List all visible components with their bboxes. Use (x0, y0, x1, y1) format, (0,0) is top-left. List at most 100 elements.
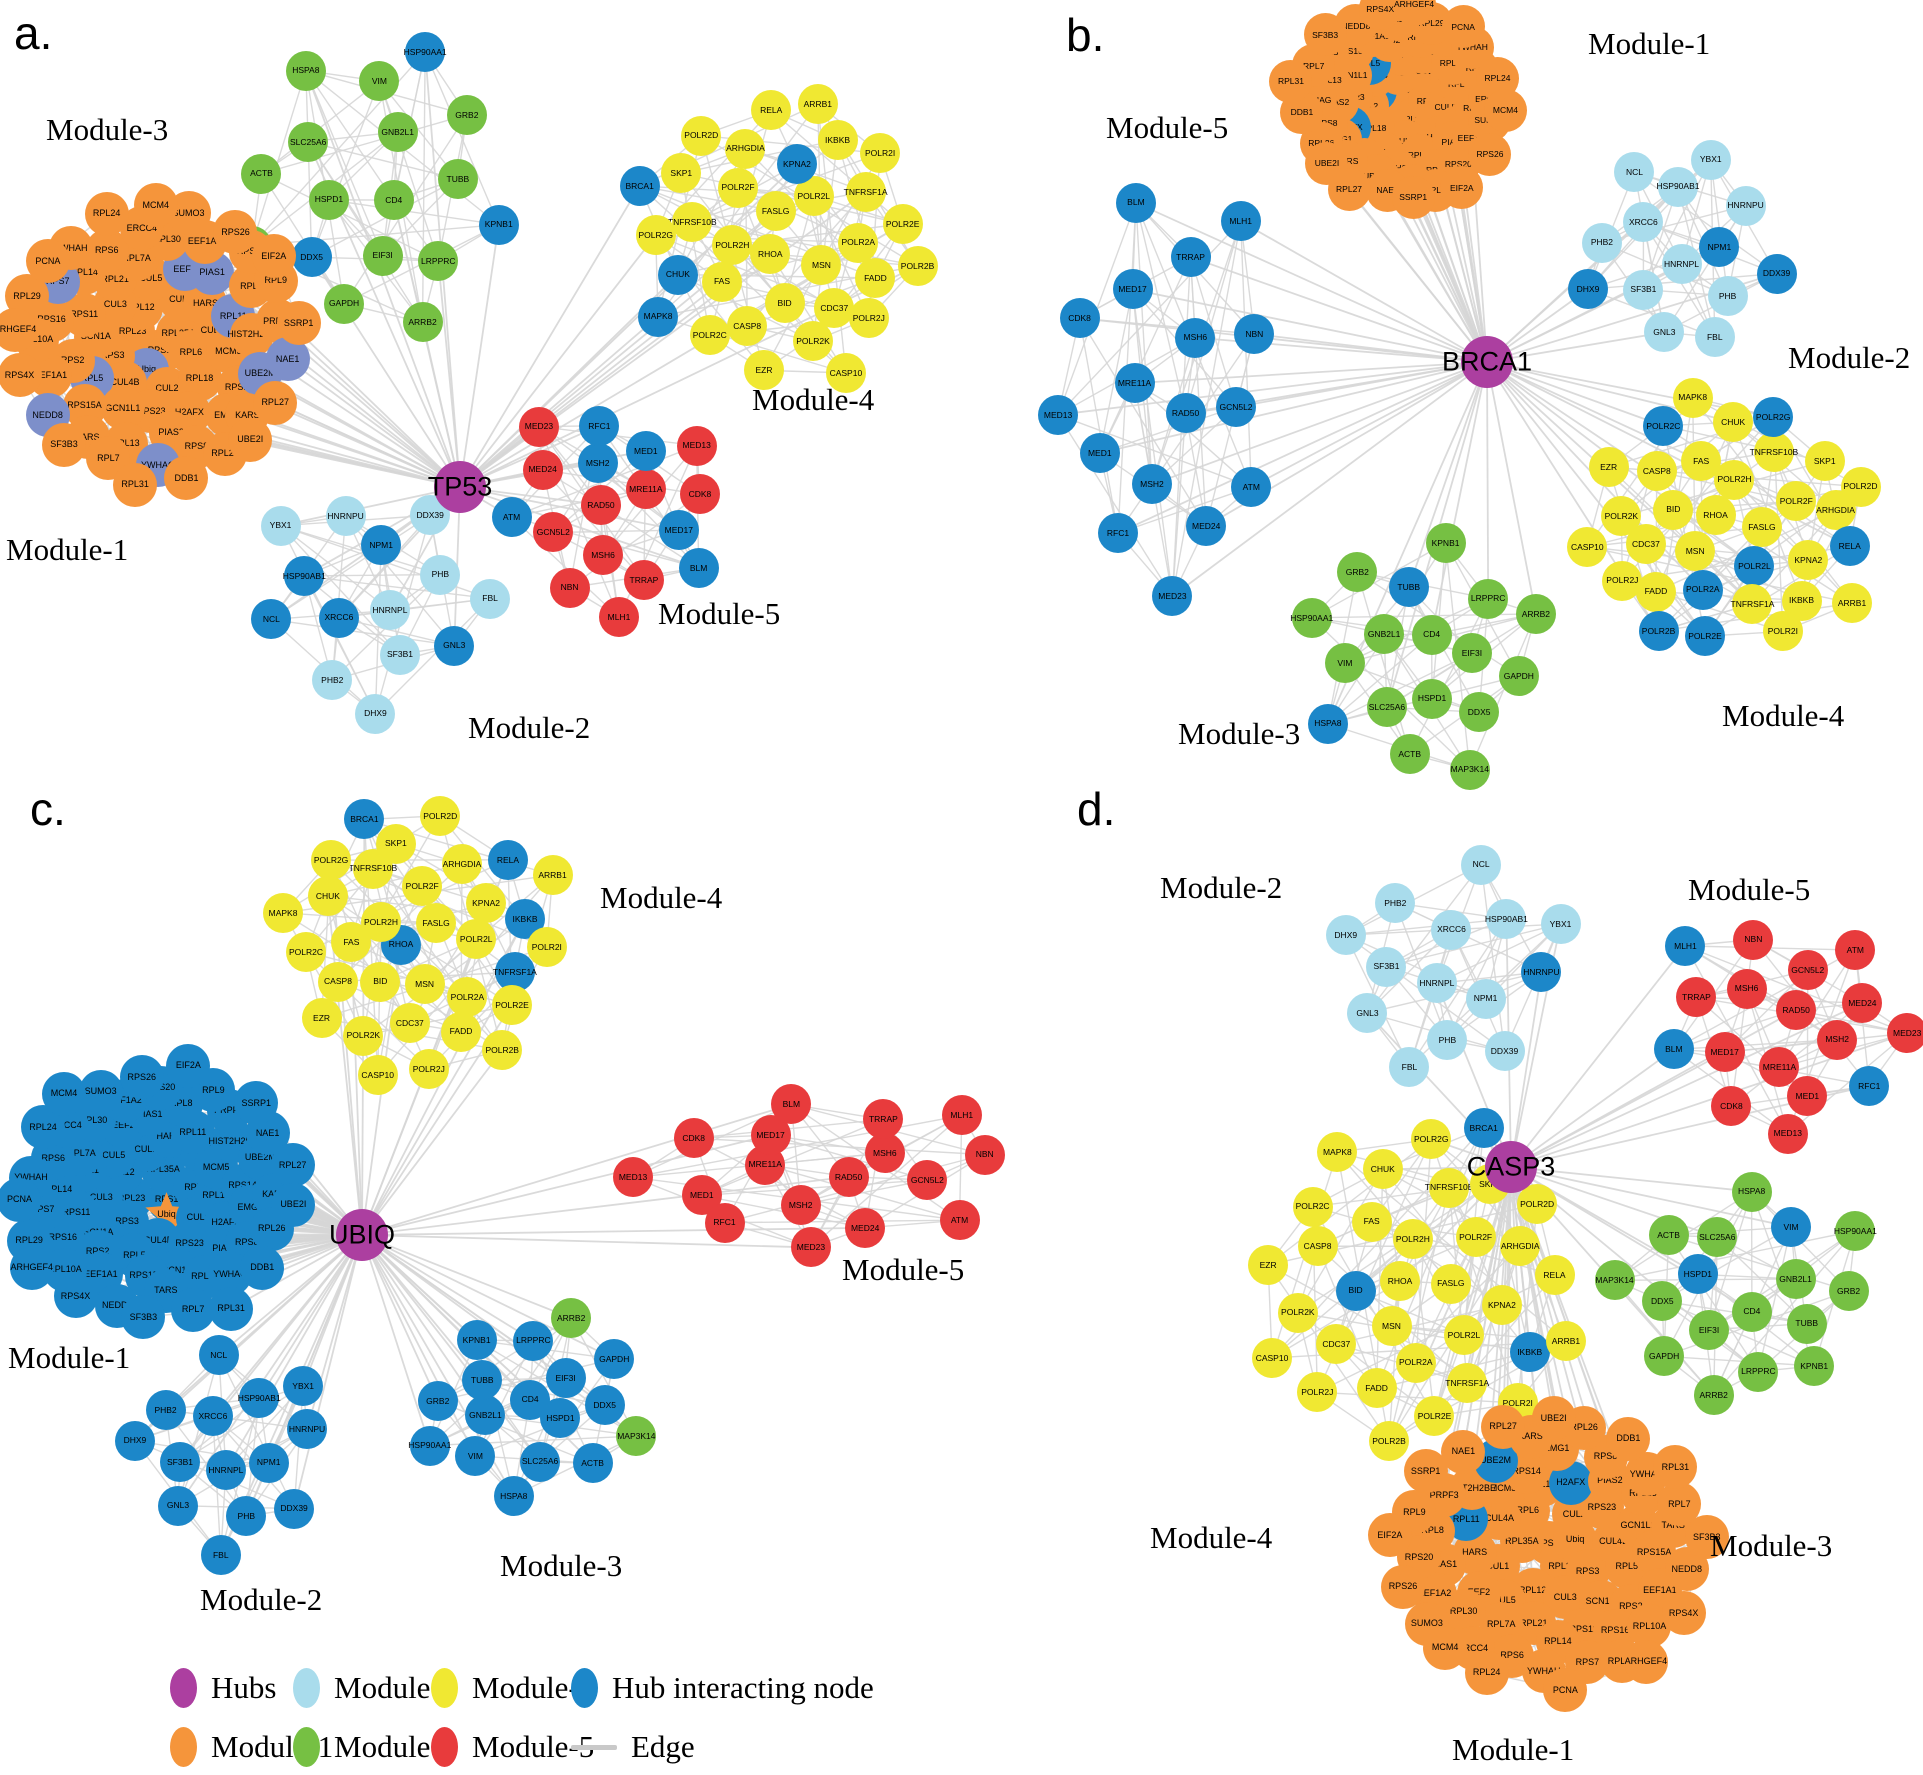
node-GNB2L1: GNB2L1 (377, 111, 418, 152)
node-RAD50: RAD50 (1165, 393, 1206, 434)
node-FBL: FBL (200, 1534, 241, 1575)
node-FASLG: FASLG (1430, 1263, 1471, 1304)
node-RFC1: RFC1 (579, 405, 620, 446)
node-GAPDH: GAPDH (1644, 1336, 1685, 1377)
node-POLR2G: POLR2G (311, 840, 352, 881)
node-EZR: EZR (301, 998, 342, 1039)
hub-swatch (170, 1668, 197, 1708)
node-CDK8: CDK8 (679, 474, 720, 515)
node-VIM: VIM (1771, 1206, 1812, 1247)
module5-swatch (431, 1727, 458, 1767)
node-CDK8: CDK8 (1711, 1086, 1752, 1127)
node-FASLG: FASLG (1741, 506, 1782, 547)
node-DDX5: DDX5 (1459, 692, 1500, 733)
legend-item-hubs: Hubs (170, 1668, 276, 1708)
node-POLR2E: POLR2E (1685, 616, 1726, 657)
node-XRCC6: XRCC6 (318, 597, 359, 638)
node-BID: BID (1653, 489, 1694, 530)
node-MED17: MED17 (1112, 269, 1153, 310)
node-MSH6: MSH6 (864, 1133, 905, 1174)
node-MSH2: MSH2 (1817, 1019, 1858, 1060)
node-GNB2L1: GNB2L1 (1775, 1258, 1816, 1299)
node-CDK8: CDK8 (673, 1118, 714, 1159)
node-POLR2J: POLR2J (848, 298, 889, 339)
node-POLR2D: POLR2D (420, 795, 461, 836)
panel-letter-b: b. (1066, 9, 1105, 61)
node-MED13: MED13 (613, 1157, 654, 1198)
node-POLR2L: POLR2L (1443, 1315, 1484, 1356)
node-DDX5: DDX5 (1642, 1281, 1683, 1322)
node-POLR2I: POLR2I (1762, 611, 1803, 652)
edge-line-swatch (571, 1744, 617, 1750)
node-MED23: MED23 (790, 1227, 831, 1268)
node-NPM1: NPM1 (248, 1442, 289, 1483)
node-IKBKB: IKBKB (817, 120, 858, 161)
node-KPNA2: KPNA2 (466, 883, 507, 924)
module3-swatch (293, 1727, 320, 1767)
node-NPM1: NPM1 (1465, 978, 1506, 1019)
node-BID: BID (360, 961, 401, 1002)
node-MED13: MED13 (1038, 394, 1079, 435)
legend-label: Edge (631, 1729, 695, 1764)
node-SF3B1: SF3B1 (160, 1442, 200, 1483)
node-KPNA2: KPNA2 (1788, 540, 1829, 581)
node-ARRB2: ARRB2 (402, 302, 443, 343)
node-RPS4X: RPS4X (1661, 1591, 1706, 1636)
node-HNRNPU: HNRNPU (325, 496, 366, 537)
node-MSN: MSN (404, 964, 445, 1005)
node-MCM4: MCM4 (1423, 1625, 1468, 1670)
module-label-a-module-2: Module-2 (468, 710, 591, 745)
node-POLR2K: POLR2K (1601, 496, 1642, 537)
node-POLR2F: POLR2F (402, 866, 443, 907)
node-SLC25A6: SLC25A6 (1697, 1217, 1738, 1258)
panel-letter-d: d. (1077, 783, 1116, 835)
node-BLM: BLM (1653, 1029, 1694, 1070)
hub-label-UBIQ: UBIQ (328, 1219, 396, 1250)
node-MRE11A: MRE11A (625, 468, 666, 509)
node-POLR2B: POLR2B (897, 245, 938, 286)
node-ARHGDIA: ARHGDIA (725, 128, 766, 169)
module-label-c-module-3: Module-3 (500, 1548, 623, 1583)
node-CHUK: CHUK (307, 875, 348, 916)
node-CASP8: CASP8 (1636, 451, 1677, 492)
node-TRRAP: TRRAP (1170, 237, 1211, 278)
node-RAD50: RAD50 (1776, 989, 1817, 1030)
node-MSN: MSN (801, 245, 842, 286)
module-label-c-module-2: Module-2 (200, 1582, 323, 1617)
node-MSH6: MSH6 (1726, 968, 1767, 1009)
node-PHB2: PHB2 (145, 1389, 186, 1430)
node-POLR2C: POLR2C (1292, 1186, 1333, 1227)
node-ATM: ATM (939, 1200, 980, 1241)
node-RFC1: RFC1 (1849, 1065, 1890, 1106)
node-LRPPRC: LRPPRC (1468, 578, 1509, 619)
module-label-c-module-4: Module-4 (600, 880, 723, 915)
node-POLR2D: POLR2D (1517, 1184, 1558, 1225)
node-FBL: FBL (1389, 1046, 1430, 1087)
node-RPS26: RPS26 (1380, 1564, 1425, 1609)
node-MAP3K14: MAP3K14 (1449, 749, 1490, 790)
node-PCNA: PCNA (1441, 5, 1485, 49)
node-CASP8: CASP8 (727, 305, 768, 346)
node-FADD: FADD (1356, 1368, 1397, 1409)
node-RPS4X: RPS4X (53, 1274, 98, 1319)
node-RPL27: RPL27 (1481, 1404, 1526, 1449)
node-HSPD1: HSPD1 (1412, 678, 1453, 719)
node-GAPDH: GAPDH (594, 1338, 635, 1379)
module-label-a-module-4: Module-4 (752, 382, 875, 417)
node-ARRB2: ARRB2 (1693, 1374, 1734, 1415)
legend-item-module-5: Module-5 (431, 1727, 594, 1767)
node-NPM1: NPM1 (1699, 227, 1740, 268)
node-MRE11A: MRE11A (1114, 363, 1155, 404)
node-CHUK: CHUK (1362, 1149, 1403, 1190)
node-SLC25A6: SLC25A6 (1366, 687, 1407, 728)
node-GAPDH: GAPDH (1498, 656, 1539, 697)
node-GRB2: GRB2 (446, 94, 487, 135)
node-HSP90AA1: HSP90AA1 (1290, 597, 1333, 638)
module2-swatch (293, 1668, 320, 1708)
node-POLR2H: POLR2H (1714, 459, 1755, 500)
node-NAE1: NAE1 (1441, 1429, 1486, 1474)
node-KPNB1: KPNB1 (456, 1320, 497, 1361)
node-HSPA8: HSPA8 (493, 1475, 534, 1516)
node-SSRP1: SSRP1 (1403, 1449, 1448, 1494)
